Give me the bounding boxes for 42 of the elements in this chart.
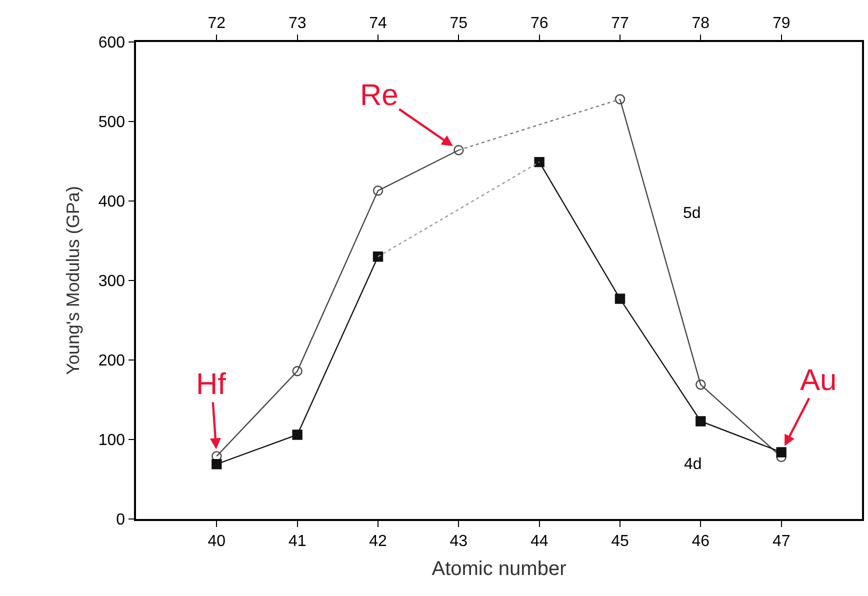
y-tick-label: 600 — [98, 34, 126, 52]
series-label: 4d — [684, 456, 702, 473]
x2-tick-label: 72 — [208, 14, 226, 32]
point — [776, 447, 786, 458]
point — [212, 459, 222, 470]
point — [454, 145, 464, 156]
x-tick-label: 41 — [288, 532, 306, 550]
point — [292, 430, 302, 440]
x-tick-label: 44 — [530, 532, 548, 550]
annotation: Re — [360, 79, 398, 112]
x-tick-label: 46 — [692, 532, 710, 550]
x2-tick-label: 76 — [530, 14, 548, 32]
x2-tick-label: 75 — [450, 14, 468, 32]
point — [696, 380, 706, 390]
point — [614, 94, 626, 104]
y-tick-label: 400 — [98, 194, 126, 211]
x-axis-title: Atomic number — [432, 558, 567, 580]
point — [534, 156, 544, 168]
x2-tick-label: 79 — [772, 14, 790, 32]
point — [292, 366, 302, 376]
x2-tick-label: 74 — [369, 14, 387, 32]
y-axis-title: Young's Modulus (GPa) — [63, 186, 84, 375]
point — [696, 416, 706, 426]
x-tick-label: 40 — [208, 532, 226, 550]
point — [372, 186, 384, 196]
x-tick-label: 47 — [772, 532, 790, 550]
series-label: 5d — [683, 205, 701, 222]
x-tick-label: 42 — [369, 532, 387, 550]
point — [614, 294, 626, 304]
y-tick-label: 100 — [98, 432, 126, 450]
y-tick-label: 300 — [98, 273, 126, 290]
x2-tick-label: 73 — [288, 14, 306, 32]
annotation: Au — [800, 364, 837, 397]
y-tick-label: 500 — [98, 114, 126, 132]
x2-tick-label: 78 — [692, 14, 710, 32]
point — [372, 252, 384, 262]
y-tick-label: 200 — [98, 352, 126, 370]
x2-tick-label: 77 — [611, 14, 629, 32]
annotation: Hf — [196, 368, 227, 401]
y-tick-label: 0 — [116, 512, 126, 529]
x-tick-label: 45 — [611, 532, 629, 550]
x-tick-label: 43 — [450, 532, 468, 550]
